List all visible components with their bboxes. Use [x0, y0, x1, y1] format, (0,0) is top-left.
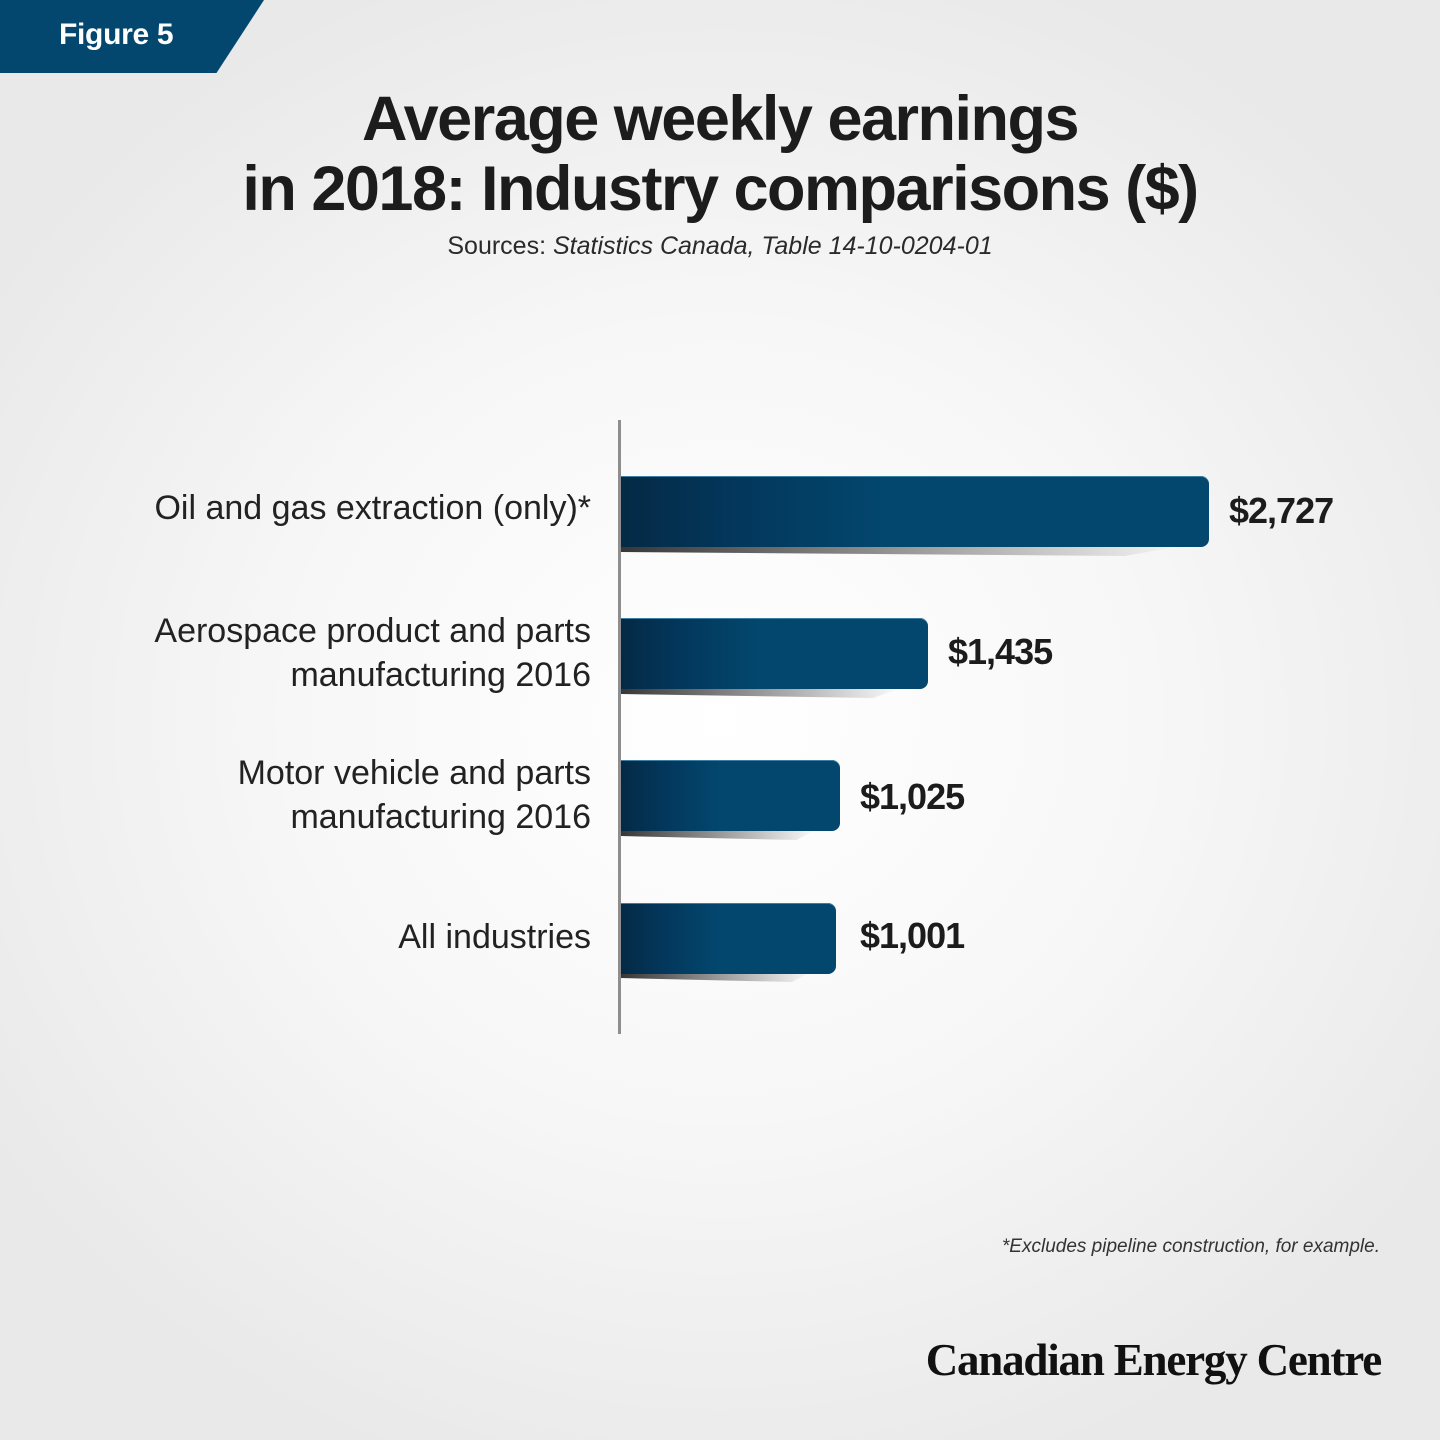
- bar-label: Aerospace product and parts manufacturin…: [154, 609, 591, 697]
- figure-badge: Figure 5: [0, 0, 264, 73]
- bar-shadow: [621, 688, 901, 698]
- bar-label-line-1: Motor vehicle and parts: [237, 754, 591, 792]
- bar-label-line-2: manufacturing 2016: [290, 656, 591, 694]
- bar: [621, 760, 840, 831]
- bar: [621, 476, 1209, 547]
- title-line-1: Average weekly earnings: [361, 84, 1080, 154]
- bar: [621, 618, 928, 689]
- bar-shadow: [621, 546, 1181, 556]
- bar-label: Motor vehicle and parts manufacturing 20…: [238, 751, 591, 839]
- bar-label-line-1: All industries: [398, 918, 591, 956]
- chart-title: Average weekly earnings in 2018: Industr…: [0, 84, 1440, 224]
- footnote: *Excludes pipeline construction, for exa…: [1001, 1236, 1380, 1257]
- brand-logo-text: Canadian Energy Centre: [925, 1335, 1382, 1385]
- source-prefix: Sources:: [447, 232, 553, 260]
- bar-label-line-1: Oil and gas extraction (only)*: [154, 489, 591, 527]
- y-axis-line: [618, 420, 621, 1034]
- bar-shadow: [621, 972, 811, 982]
- bar-value: $2,727: [1229, 490, 1334, 531]
- bar-label-line-2: manufacturing 2016: [290, 798, 591, 836]
- bar-shadow: [621, 830, 816, 840]
- figure-label: Figure 5: [59, 18, 174, 51]
- bar: [621, 903, 836, 974]
- bar-value: $1,025: [860, 776, 965, 817]
- source-citation: Statistics Canada, Table 14-10-0204-01: [552, 232, 993, 260]
- bar-value: $1,435: [948, 631, 1053, 672]
- bar-value: $1,001: [860, 915, 965, 956]
- bar-label-line-1: Aerospace product and parts: [154, 612, 591, 650]
- bar-label: Oil and gas extraction (only)*: [154, 486, 591, 530]
- title-line-2: in 2018: Industry comparisons ($): [242, 154, 1199, 224]
- source-note: Sources: Statistics Canada, Table 14-10-…: [0, 232, 1440, 261]
- bar-label: All industries: [398, 915, 591, 959]
